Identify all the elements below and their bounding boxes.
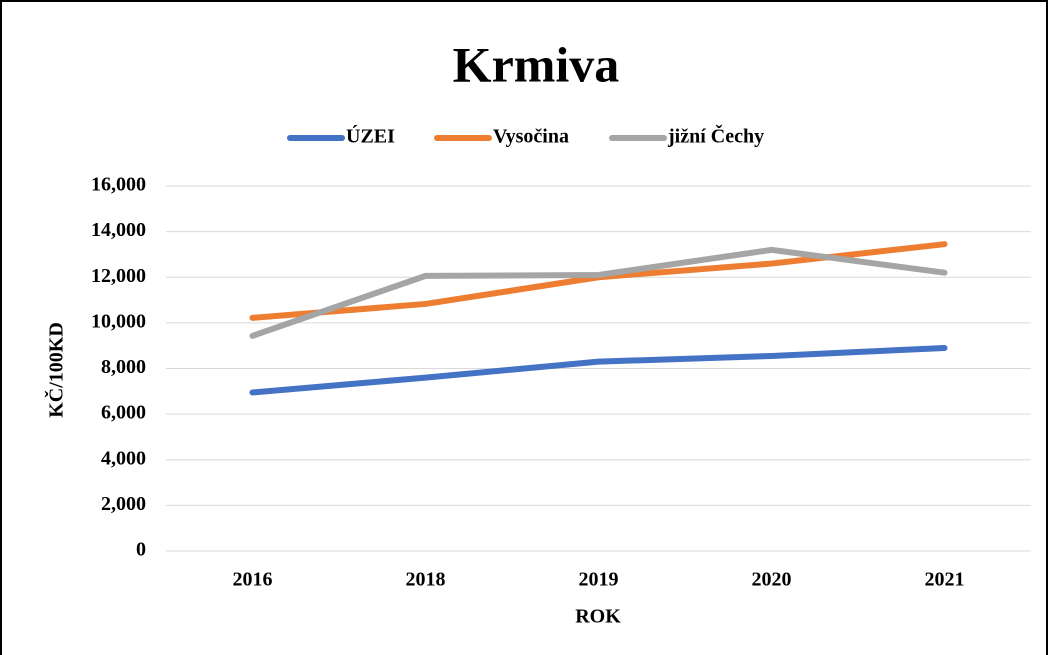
x-tick-label: 2016 [233, 569, 273, 591]
line-series [249, 246, 948, 339]
legend-label: Vysočina [493, 126, 569, 148]
legend-label: ÚZEI [346, 124, 395, 148]
x-tick-label: 2020 [752, 569, 792, 591]
y-tick-label: 0 [136, 539, 146, 561]
y-axis-label: KČ/100KD [44, 322, 68, 418]
x-tick-label: 2018 [406, 569, 446, 591]
x-tick-label: 2019 [579, 569, 619, 591]
x-axis-label: ROK [575, 606, 621, 628]
y-tick-label: 4,000 [101, 447, 146, 469]
y-tick-label: 6,000 [101, 402, 146, 424]
y-tick-label: 16,000 [91, 174, 146, 196]
x-tick-label: 2021 [925, 569, 965, 591]
legend-label: jižní Čechy [667, 124, 764, 148]
y-tick-label: 8,000 [101, 356, 146, 378]
y-tick-label: 12,000 [91, 265, 146, 287]
y-tick-label: 10,000 [91, 310, 146, 332]
chart-title: Krmiva [453, 36, 620, 92]
line-series [249, 344, 948, 396]
y-tick-label: 14,000 [91, 219, 146, 241]
y-tick-label: 2,000 [101, 493, 146, 515]
